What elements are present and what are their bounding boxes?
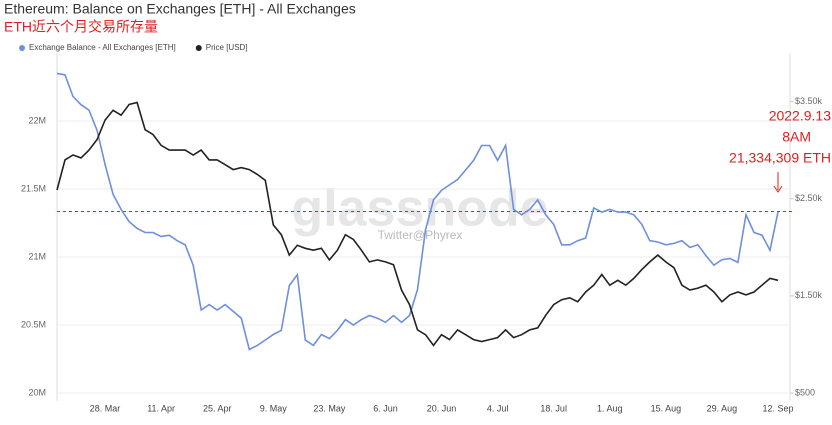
x-tick-label: 23. May xyxy=(313,403,346,413)
legend-label: Price [USD] xyxy=(206,43,248,52)
y-tick-label: 20.5M xyxy=(21,319,46,329)
x-tick-label: 12. Sep xyxy=(762,403,793,413)
legend-marker xyxy=(195,45,202,51)
x-tick-label: 4. Jul xyxy=(487,403,509,413)
series-line xyxy=(56,72,779,351)
x-tick-label: 15. Aug xyxy=(651,403,682,413)
x-tick-label: 11. Apr xyxy=(147,403,175,413)
x-tick-label: 1. Aug xyxy=(597,403,623,413)
series-line xyxy=(56,101,779,347)
x-tick-label: 6. Jun xyxy=(373,403,398,413)
y2-tick-label: $1.50k xyxy=(795,290,823,300)
x-tick-label: 9. May xyxy=(260,403,288,413)
annotation: 21,334,309 ETH xyxy=(729,150,831,166)
chart-subtitle: ETH近六个月交易所存量 xyxy=(4,19,158,35)
x-tick-label: 28. Mar xyxy=(90,403,121,413)
x-tick-label: 29. Aug xyxy=(707,403,738,413)
chart-title: Ethereum: Balance on Exchanges [ETH] - A… xyxy=(4,1,356,17)
annotation: 8AM xyxy=(782,129,811,145)
x-tick-label: 20. Jun xyxy=(427,403,457,413)
annotation-arrowhead xyxy=(773,185,783,193)
legend-label: Exchange Balance - All Exchanges [ETH] xyxy=(29,43,176,52)
x-tick-label: 18. Jul xyxy=(540,403,567,413)
y-tick-label: 21.5M xyxy=(21,183,46,193)
y-tick-label: 20M xyxy=(28,387,46,397)
annotation: 2022.9.13 xyxy=(769,108,831,124)
legend-marker xyxy=(19,45,25,51)
y2-tick-label: $500 xyxy=(795,387,815,397)
y-tick-label: 21M xyxy=(28,251,46,261)
x-tick-label: 25. Apr xyxy=(203,403,232,413)
y2-tick-label: $3.50k xyxy=(795,96,823,106)
y-tick-label: 22M xyxy=(28,115,46,125)
y2-tick-label: $2.50k xyxy=(795,193,823,203)
watermark-credit: Twitter@Phyrex xyxy=(378,228,463,242)
